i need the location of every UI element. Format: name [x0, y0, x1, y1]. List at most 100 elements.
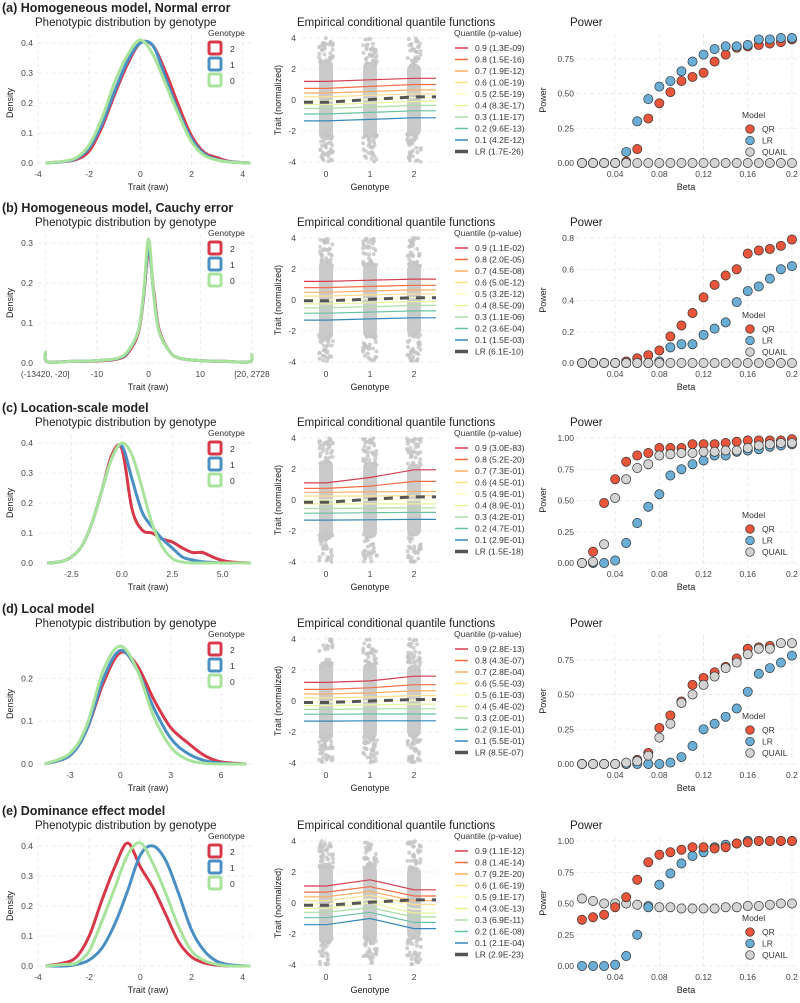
jitter-point: [373, 947, 377, 951]
jitter-point: [324, 739, 328, 743]
jitter-point: [330, 344, 334, 348]
legend-key-lr: [746, 737, 755, 746]
quantile-plot: Empirical conditional quantile functions…: [273, 17, 525, 192]
jitter-point: [324, 848, 328, 852]
jitter-point: [320, 839, 324, 843]
legend-key-genotype-2: [209, 845, 221, 857]
jitter-point: [407, 451, 411, 455]
power-point-lr: [699, 50, 708, 59]
legend-key-genotype-2: [209, 242, 221, 254]
power-point-quail: [787, 639, 796, 648]
legend-label: QR: [762, 324, 775, 334]
jitter-point: [329, 451, 333, 455]
power-point-qr: [633, 875, 642, 884]
legend-key-qr: [746, 726, 755, 735]
legend-key-quail: [746, 749, 755, 758]
x-tick-label: 2: [412, 770, 417, 780]
jitter-point: [325, 658, 329, 662]
y-tick-label: 0.2: [21, 673, 33, 683]
power-point-quail: [721, 446, 730, 455]
legend-label: 0.4 (8.9E-01): [475, 501, 525, 511]
power-point-lr: [677, 340, 686, 349]
jitter-point: [362, 560, 366, 564]
jitter-point: [331, 857, 335, 861]
jitter-point: [363, 866, 367, 870]
power-point-qr: [699, 293, 708, 302]
power-point-quail: [677, 358, 686, 367]
jitter-point: [373, 355, 377, 359]
row-heading: (d) Local model: [2, 602, 94, 616]
power-point-qr: [677, 76, 686, 85]
jitter-point: [373, 48, 377, 52]
power-point-quail: [622, 158, 631, 167]
legend-label: 0.4 (8.3E-17): [475, 101, 525, 111]
power-point-lr: [710, 719, 719, 728]
jitter-point: [415, 50, 419, 54]
jitter-point: [369, 559, 373, 563]
y-tick-label: 0.2: [21, 278, 33, 288]
power-point-quail: [732, 903, 741, 912]
power-point-quail: [666, 358, 675, 367]
jitter-point: [374, 952, 378, 956]
power-point-quail: [710, 672, 719, 681]
jitter-point: [363, 841, 367, 845]
jitter-point: [329, 938, 333, 942]
panel-row: (a) Homogeneous model, Normal errorPheno…: [2, 1, 798, 192]
power-point-lr: [633, 518, 642, 527]
jitter-point: [368, 342, 372, 346]
power-point-quail: [677, 904, 686, 913]
legend-label: 0.7 (1.9E-12): [475, 66, 525, 76]
legend-key-lr: [746, 136, 755, 145]
jitter-point: [408, 355, 412, 359]
y-tick-label: 4: [291, 433, 296, 443]
power-point-lr: [688, 57, 697, 66]
power-point-lr: [644, 903, 653, 912]
x-tick-label: 0.2: [786, 569, 798, 579]
jitter-point: [410, 450, 414, 454]
power-point-quail: [776, 438, 785, 447]
x-tick-label: 0.04: [607, 169, 624, 179]
jitter-point: [372, 141, 376, 145]
legend-title: Quantile (p-value): [454, 28, 522, 38]
jitter-point: [321, 859, 325, 863]
jitter-point: [320, 253, 324, 257]
legend-key-genotype-2: [209, 643, 221, 655]
jitter-point: [329, 661, 333, 665]
jitter-point: [365, 335, 369, 339]
jitter-point: [410, 743, 414, 747]
jitter-point: [323, 842, 327, 846]
jitter-point: [319, 664, 323, 668]
legend-label: QUAIL: [762, 748, 788, 758]
power-point-quail: [754, 441, 763, 450]
power-point-lr: [622, 147, 631, 156]
power-point-quail: [644, 460, 653, 469]
quantile-line: [304, 519, 436, 520]
jitter-point: [409, 446, 413, 450]
power-point-qr: [743, 249, 752, 258]
jitter-point: [372, 742, 376, 746]
jitter-point: [416, 557, 420, 561]
jitter-point: [371, 51, 375, 55]
jitter-point: [409, 760, 413, 764]
legend-label: QR: [762, 927, 775, 937]
jitter-point: [367, 458, 371, 462]
legend-key-genotype-2: [209, 42, 221, 54]
jitter-point: [407, 939, 411, 943]
power-point-quail: [699, 358, 708, 367]
x-tick-label: 0: [324, 972, 329, 982]
x-tick-label: -2: [85, 169, 93, 179]
legend-label: LR: [762, 536, 773, 546]
power-point-quail: [743, 650, 752, 659]
jitter-point: [318, 461, 322, 465]
quantile-line: [304, 709, 436, 710]
power-point-lr: [754, 282, 763, 291]
power-point-quail: [644, 158, 653, 167]
jitter-point: [375, 860, 379, 864]
power-point-qr: [633, 451, 642, 460]
x-tick-label: (-13420, -20]: [21, 369, 70, 379]
jitter-point: [406, 840, 410, 844]
power-point-quail: [710, 158, 719, 167]
